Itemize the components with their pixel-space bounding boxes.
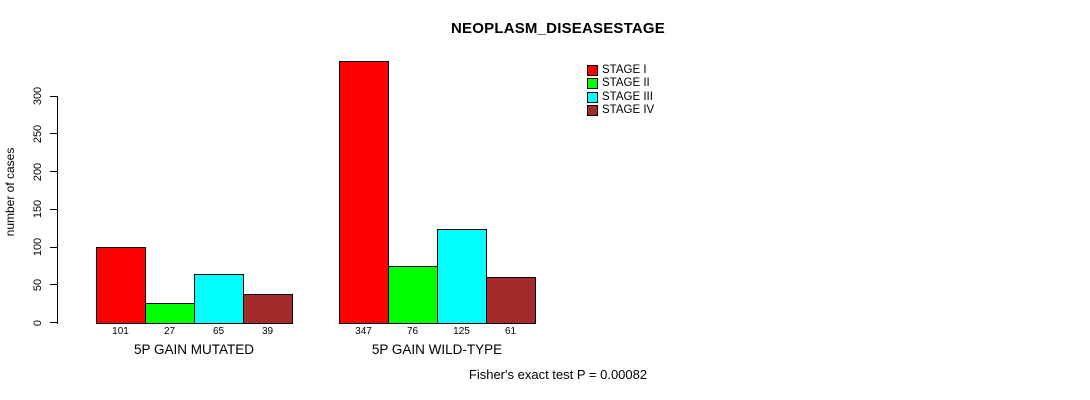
bar-value-label: 101: [112, 326, 129, 337]
legend-swatch: [587, 78, 598, 90]
bar-value-label: 76: [406, 326, 419, 337]
y-tick-label-text: 250: [32, 124, 44, 143]
y-tick-mark: [50, 133, 57, 135]
y-tick-mark: [50, 322, 57, 323]
annotation-text: Fisher's exact test P = 0.00082: [468, 367, 648, 382]
bar-stage-iv: [243, 293, 293, 324]
legend-swatch: [587, 105, 598, 117]
bar-stage-ii: [388, 265, 438, 324]
legend-item: STAGE I: [587, 64, 654, 77]
category-label: 5P GAIN MUTATED: [133, 342, 255, 357]
bar-stage-ii: [145, 302, 195, 324]
legend-item: STAGE II: [587, 77, 654, 90]
bar-stage-i: [339, 60, 389, 324]
y-tick-label-text: 50: [32, 278, 44, 291]
y-tick-mark: [50, 284, 57, 286]
y-tick-label-text: 0: [32, 319, 44, 326]
y-tick-mark: [50, 95, 57, 97]
y-tick-mark: [50, 208, 57, 210]
bar-value-label: 61: [504, 326, 517, 337]
legend-label: STAGE I: [602, 64, 647, 77]
y-axis-title-text: number of cases: [3, 147, 17, 237]
legend-item: STAGE IV: [587, 104, 655, 117]
category-label: 5P GAIN WILD-TYPE: [371, 342, 503, 357]
bar-value-label: 125: [453, 326, 470, 337]
bar-stage-iii: [194, 273, 244, 324]
chart-title: NEOPLASM_DISEASESTAGE: [451, 20, 665, 37]
legend-label: STAGE IV: [602, 104, 655, 117]
y-tick-mark: [50, 171, 57, 172]
bar-value-label: 65: [212, 326, 225, 337]
y-tick-label-text: 150: [32, 200, 44, 219]
legend-swatch: [587, 91, 598, 103]
legend-label: STAGE III: [602, 90, 653, 103]
bar-value-label: 27: [163, 326, 176, 337]
bar-stage-i: [96, 246, 146, 324]
legend: STAGE I STAGE II STAGE III STAGE IV: [587, 64, 655, 117]
legend-item: STAGE III: [587, 90, 654, 103]
legend-label: STAGE II: [602, 77, 650, 90]
y-tick-label-text: 100: [32, 237, 44, 257]
y-tick-label-text: 200: [32, 162, 44, 181]
bar-stage-iii: [437, 228, 487, 324]
y-tick-label-text: 300: [32, 86, 44, 106]
legend-swatch: [587, 65, 598, 77]
y-tick-mark: [50, 246, 57, 248]
bar-value-label: 347: [355, 326, 372, 337]
y-axis-line: [57, 96, 58, 324]
bar-stage-iv: [486, 276, 536, 324]
bar-value-label: 39: [261, 326, 274, 337]
